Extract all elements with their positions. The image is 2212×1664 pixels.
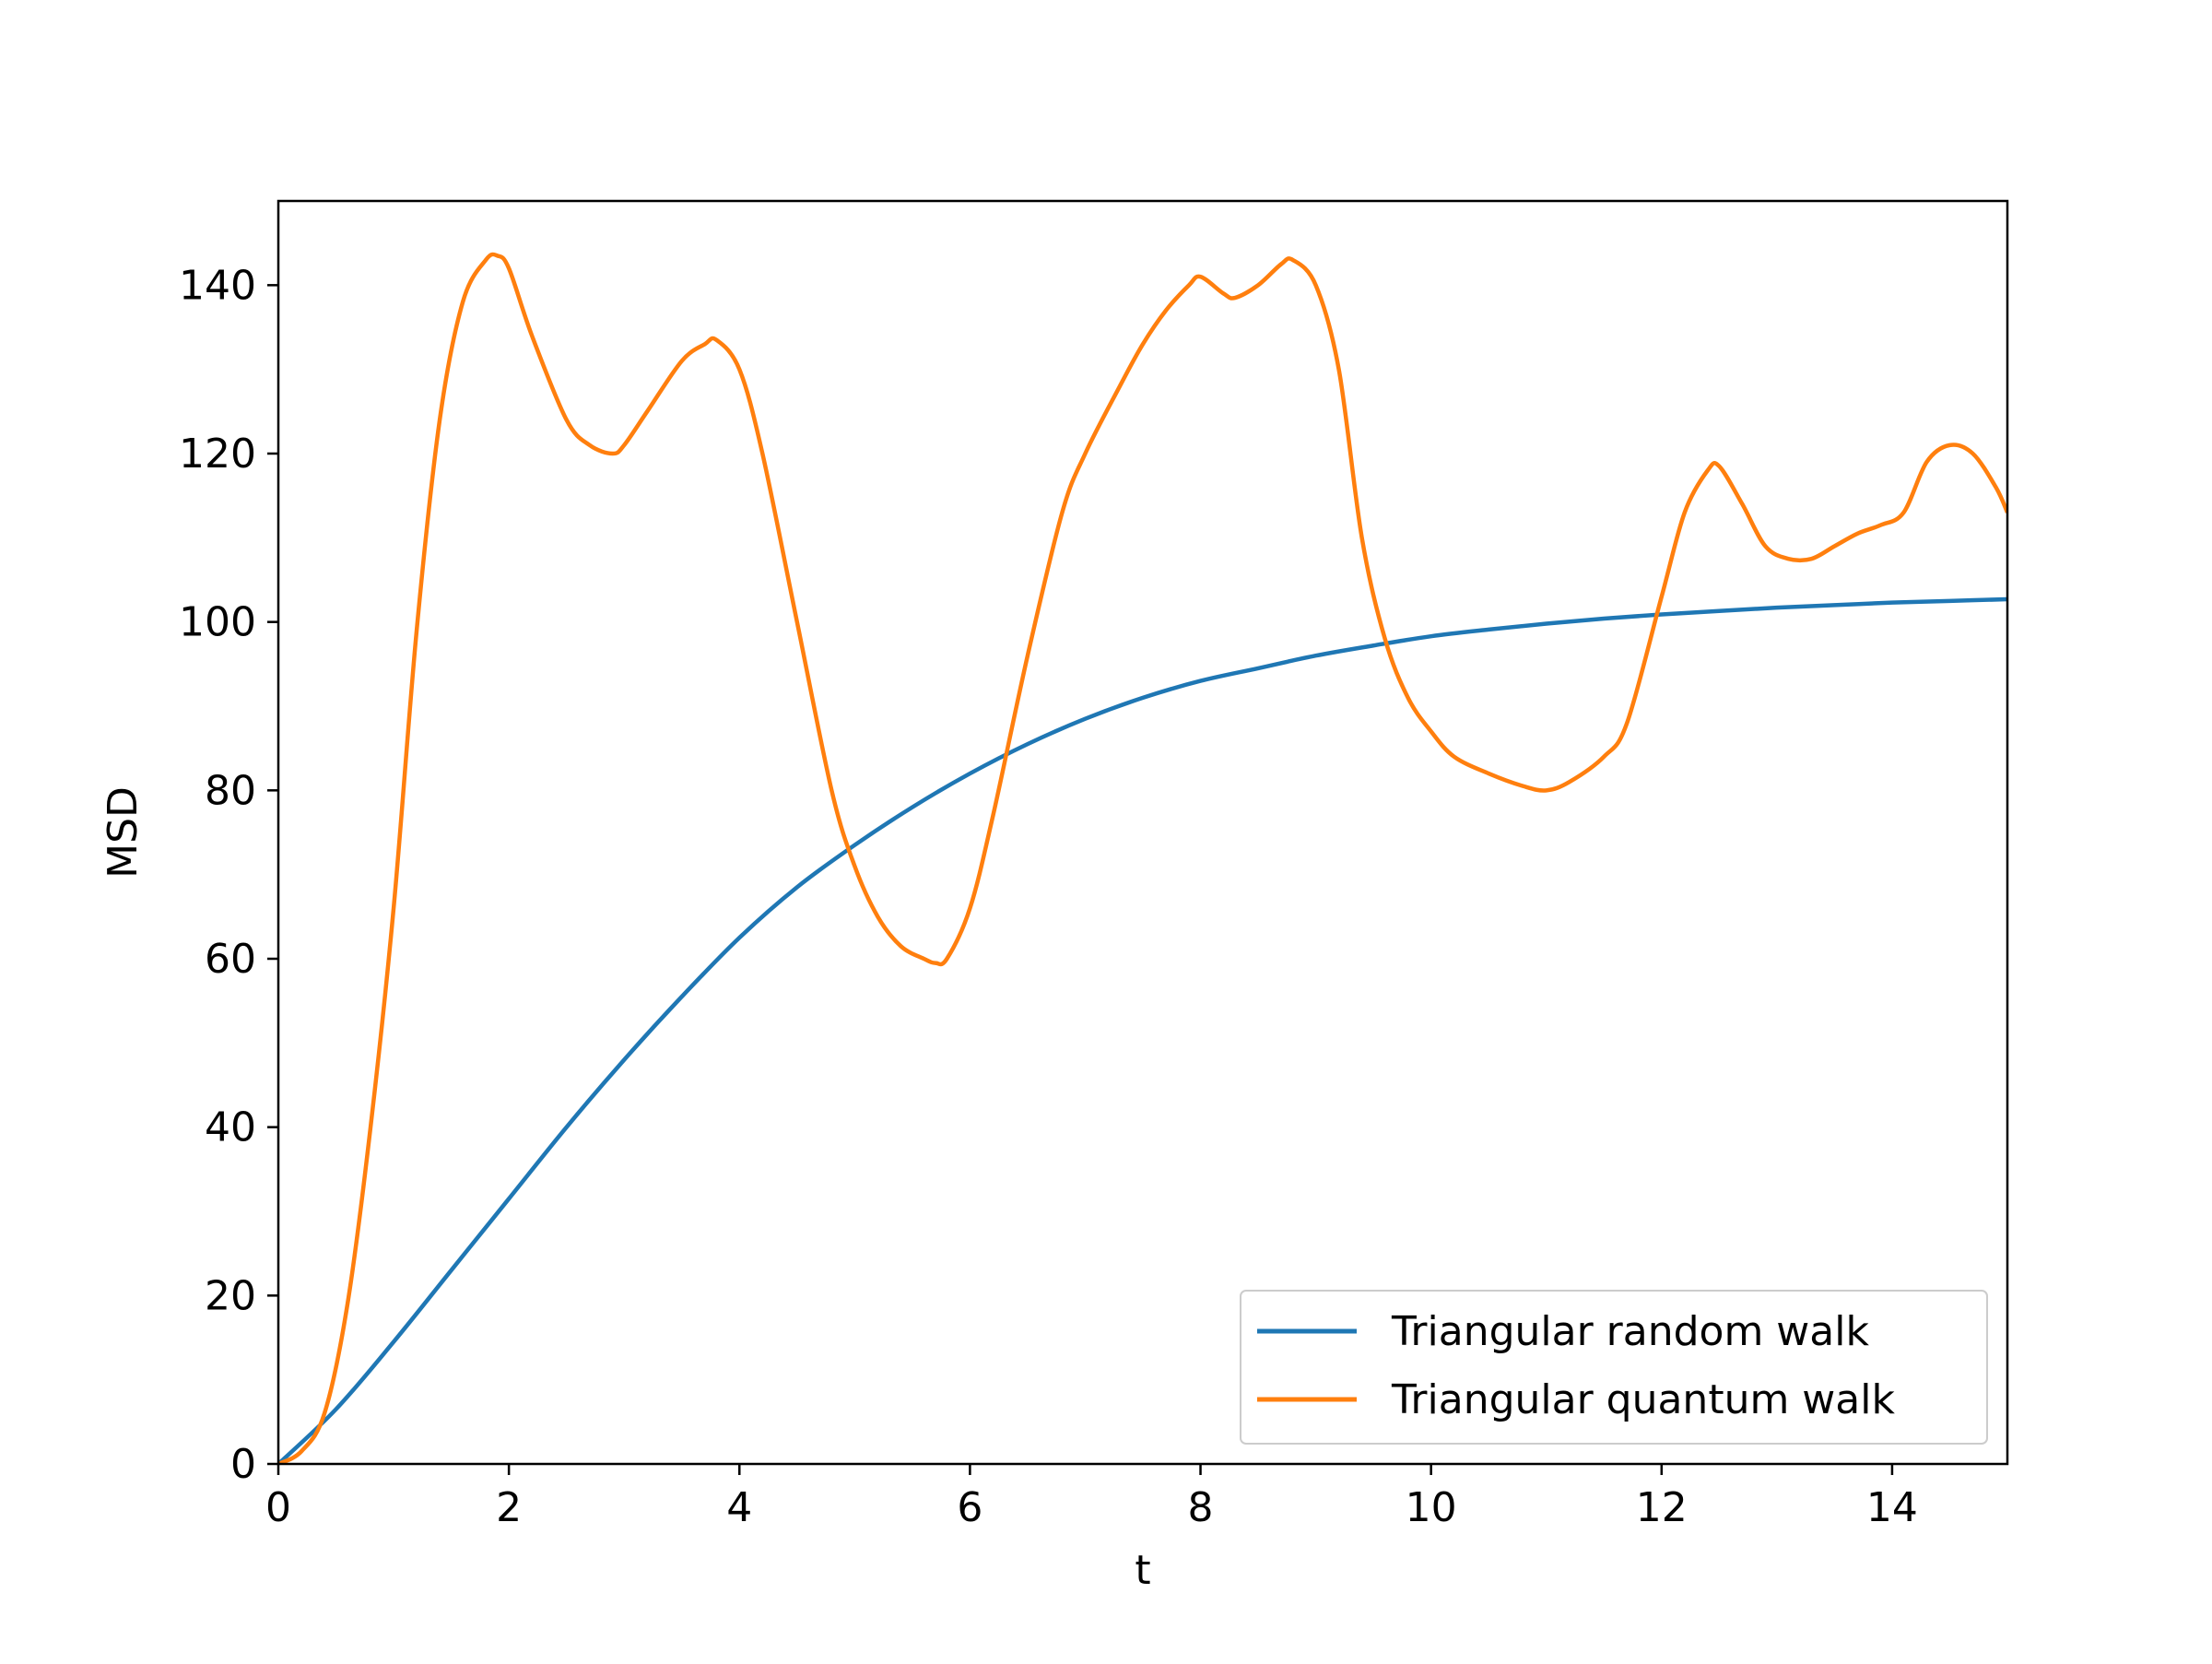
y-axis-label: MSD: [100, 786, 147, 879]
y-tick-label: 0: [230, 1441, 256, 1488]
y-tick-label: 80: [205, 767, 256, 814]
series-layer: [278, 252, 2007, 1464]
x-tick-label: 6: [957, 1484, 982, 1531]
legend-box: [1240, 1290, 1988, 1445]
legend-label-random-walk: Triangular random walk: [1391, 1308, 1869, 1355]
y-tick-label: 40: [205, 1104, 256, 1151]
x-tick-label: 12: [1636, 1484, 1688, 1531]
y-tick-label: 140: [179, 262, 256, 309]
legend-label-quantum-walk: Triangular quantum walk: [1391, 1376, 1895, 1423]
x-tick-label: 10: [1406, 1484, 1457, 1531]
x-axis-label: t: [1135, 1547, 1150, 1594]
y-tick-label: 60: [205, 936, 256, 983]
x-tick-label: 2: [496, 1484, 522, 1531]
series-line-random-walk: [278, 596, 2007, 1464]
y-tick-label: 100: [179, 599, 256, 646]
y-tick-label: 20: [205, 1272, 256, 1319]
y-tick-label: 120: [179, 431, 256, 478]
plot-frame: [276, 199, 2009, 1466]
x-tick-label: 14: [1866, 1484, 1918, 1531]
x-tick-label: 0: [265, 1484, 291, 1531]
x-tick-label: 4: [726, 1484, 752, 1531]
series-line-quantum-walk: [278, 252, 2007, 1464]
legend: Triangular random walk Triangular quantu…: [1240, 1290, 1988, 1445]
x-tick-label: 8: [1188, 1484, 1214, 1531]
